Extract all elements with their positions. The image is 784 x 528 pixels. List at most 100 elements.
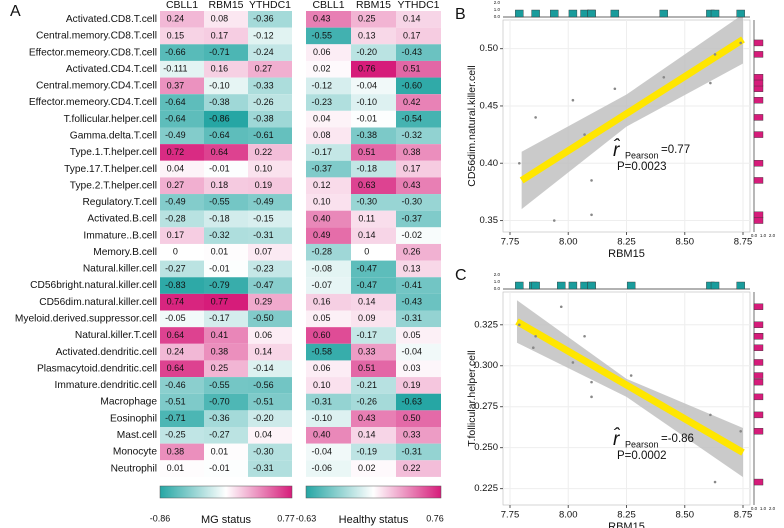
cell-label: -0.70 — [209, 396, 230, 406]
cell-label: -0.07 — [311, 280, 332, 290]
margin-tick-label: 1.0 — [760, 506, 767, 511]
x-tick-label: 8.50 — [676, 510, 695, 521]
heat-cell — [396, 327, 441, 344]
cell-label: -0.37 — [401, 213, 422, 223]
cell-label: -0.49 — [165, 130, 186, 140]
row-label: Mast.cell — [117, 430, 157, 441]
cell-label: -0.17 — [209, 313, 230, 323]
heat-cell — [306, 227, 351, 244]
margin-bar — [753, 85, 764, 92]
heat-cell — [306, 110, 351, 128]
heat-cell — [204, 260, 248, 278]
cell-label: 0.03 — [403, 363, 421, 373]
heat-cell — [396, 310, 441, 328]
cell-label: -0.63 — [401, 396, 422, 406]
heat-cell — [160, 443, 204, 461]
heat-cell — [248, 44, 292, 61]
cell-label: -0.43 — [401, 47, 422, 57]
heat-cell — [160, 460, 204, 477]
row-label: T.follicular.helper.cell — [64, 114, 157, 125]
annotation-subscript: Pearson — [625, 150, 659, 160]
heat-cell — [396, 277, 441, 294]
heat-cell — [160, 310, 204, 328]
cell-label: -0.17 — [356, 330, 377, 340]
margin-bar — [568, 9, 578, 18]
cell-label: 0.10 — [313, 197, 331, 207]
cell-label: -0.71 — [209, 47, 230, 57]
margin-bar — [587, 281, 596, 290]
row-label: CD56bright.natural.killer.cell — [30, 280, 157, 291]
row-label: Gamma.delta.T.cell — [70, 130, 157, 141]
x-tick-label: 8.25 — [617, 510, 636, 521]
heat-cell — [204, 44, 248, 61]
margin-bar — [753, 211, 764, 219]
cell-label: -0.64 — [165, 97, 186, 107]
point — [518, 161, 521, 165]
heat-cell — [396, 77, 441, 95]
heat-cell — [160, 144, 204, 161]
y-tick-label: 0.40 — [480, 158, 499, 169]
heat-cell — [351, 393, 396, 411]
x-tick-label: 8.25 — [617, 237, 636, 248]
cell-label: 0.38 — [211, 346, 229, 356]
cell-label: 0.02 — [313, 64, 331, 74]
cell-label: 0.04 — [167, 163, 185, 173]
margin-bar — [753, 160, 764, 167]
heat-cell — [396, 110, 441, 128]
margin-bar — [626, 281, 636, 290]
x-tick-label: 7.75 — [501, 510, 520, 521]
heat-cell — [160, 94, 204, 111]
cell-label: 0.13 — [358, 30, 376, 40]
row-label: Activated.dendritic.cell — [56, 347, 157, 358]
heat-cell — [248, 27, 292, 45]
heat-cell — [248, 243, 292, 261]
row-label: Regulatory.T.cell — [82, 197, 157, 208]
cell-label: 0.41 — [211, 330, 229, 340]
point — [739, 41, 742, 45]
cell-label: 0.77 — [211, 297, 229, 307]
heat-cell — [351, 427, 396, 444]
cell-label: -0.28 — [165, 213, 186, 223]
margin-tick-label: 1.0 — [494, 7, 501, 12]
heat-cell — [306, 160, 351, 178]
cell-label: 0.14 — [358, 230, 376, 240]
heat-cell — [396, 377, 441, 394]
heat-cell — [248, 377, 292, 394]
panel-label: C — [455, 267, 467, 284]
heat-cell — [160, 194, 204, 211]
heat-cell — [204, 60, 248, 78]
heat-cell — [160, 377, 204, 394]
heat-cell — [306, 260, 351, 278]
cell-label: -0.25 — [165, 430, 186, 440]
cell-label: 0 — [173, 247, 178, 257]
cell-label: 0.64 — [211, 147, 229, 157]
y-tick-label: 0.325 — [474, 319, 498, 330]
heat-cell — [351, 277, 396, 294]
margin-bar — [753, 333, 764, 340]
cell-label: -0.17 — [311, 147, 332, 157]
cell-label: -0.24 — [253, 47, 274, 57]
row-label: Natural.killer.T.cell — [75, 330, 157, 341]
point — [583, 334, 586, 338]
heat-cell — [351, 260, 396, 278]
margin-bar — [753, 131, 764, 138]
point — [709, 413, 712, 417]
cell-label: -0.64 — [209, 130, 230, 140]
cell-label: 0.06 — [313, 47, 331, 57]
heat-cell — [306, 360, 351, 378]
cell-label: -0.23 — [253, 263, 274, 273]
cell-label: 0.40 — [313, 430, 331, 440]
cell-label: 0.15 — [167, 30, 185, 40]
cell-label: -0.31 — [401, 313, 422, 323]
margin-bar — [753, 344, 764, 351]
cell-label: -0.71 — [165, 413, 186, 423]
cell-label: 0.72 — [167, 147, 185, 157]
heat-cell — [248, 443, 292, 461]
y-axis-title: CD56dim.natural.killer.cell — [466, 65, 478, 186]
row-label: Immature.dendritic.cell — [55, 380, 157, 391]
row-label: Macrophage — [100, 397, 157, 408]
heat-cell — [351, 377, 396, 394]
heat-cell — [351, 27, 396, 45]
heat-cell — [306, 393, 351, 411]
point — [552, 219, 556, 222]
